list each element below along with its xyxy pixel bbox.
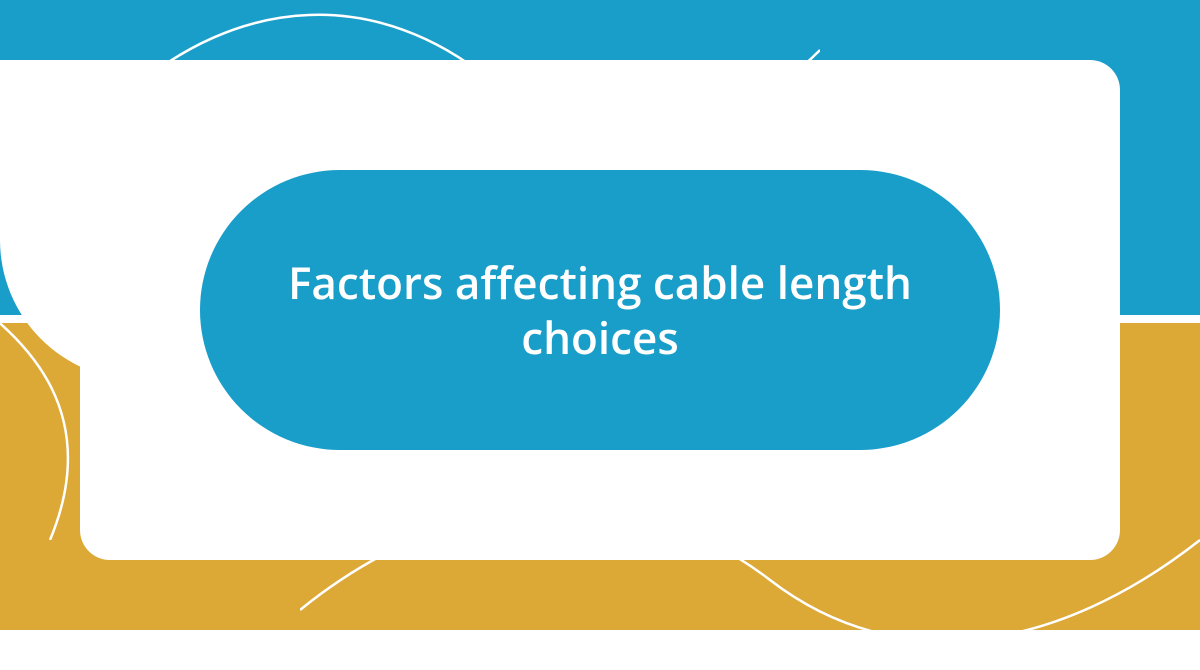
title-pill: Factors affecting cable length choices: [200, 170, 1000, 450]
card-title: Factors affecting cable length choices: [260, 255, 940, 365]
decorative-curve-bottom: [300, 450, 1200, 670]
